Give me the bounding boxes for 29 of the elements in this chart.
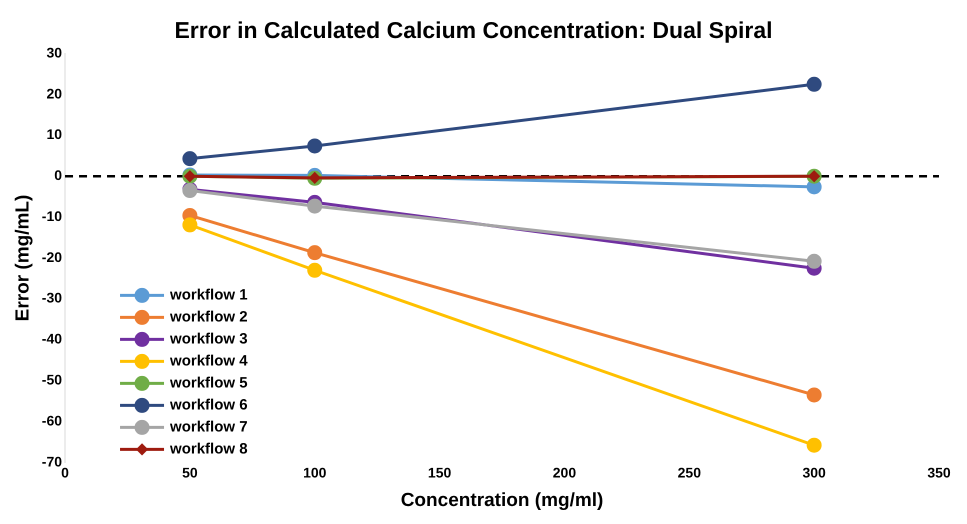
x-tick-label: 100 [303,464,327,481]
y-tick-label: -40 [42,330,62,347]
chart-title: Error in Calculated Calcium Concentration: Dual Spiral [174,17,773,44]
legend-label: workflow 8 [169,440,248,458]
y-tick-label: -10 [42,208,62,224]
x-tick-label: 150 [428,464,452,481]
y-tick-label: -70 [42,453,62,470]
y-tick-label: -60 [42,412,62,428]
x-tick-label: 250 [678,464,702,481]
x-tick-label: 200 [552,464,576,481]
legend-label: workflow 3 [169,330,248,348]
y-tick-label: 10 [46,126,62,142]
y-tick-label: -30 [42,290,62,306]
legend-label: workflow 6 [169,396,248,414]
legend-label: workflow 2 [169,308,248,326]
legend-label: workflow 1 [169,286,248,304]
y-tick-label: 30 [46,44,62,60]
x-axis-title: Concentration (mg/ml) [400,490,604,511]
x-tick-label: 350 [927,464,951,481]
y-axis-title: Error (mg/mL) [12,194,34,322]
legend-label: workflow 5 [169,374,248,392]
y-tick-label: 0 [54,167,62,184]
y-tick-label: -20 [42,248,62,265]
x-tick-label: 300 [802,464,826,481]
legend-label: workflow 4 [169,352,248,370]
legend-label: workflow 7 [169,418,248,436]
x-tick-label: 50 [182,464,198,481]
y-tick-label: -50 [42,372,62,388]
y-tick-label: 20 [46,85,62,102]
